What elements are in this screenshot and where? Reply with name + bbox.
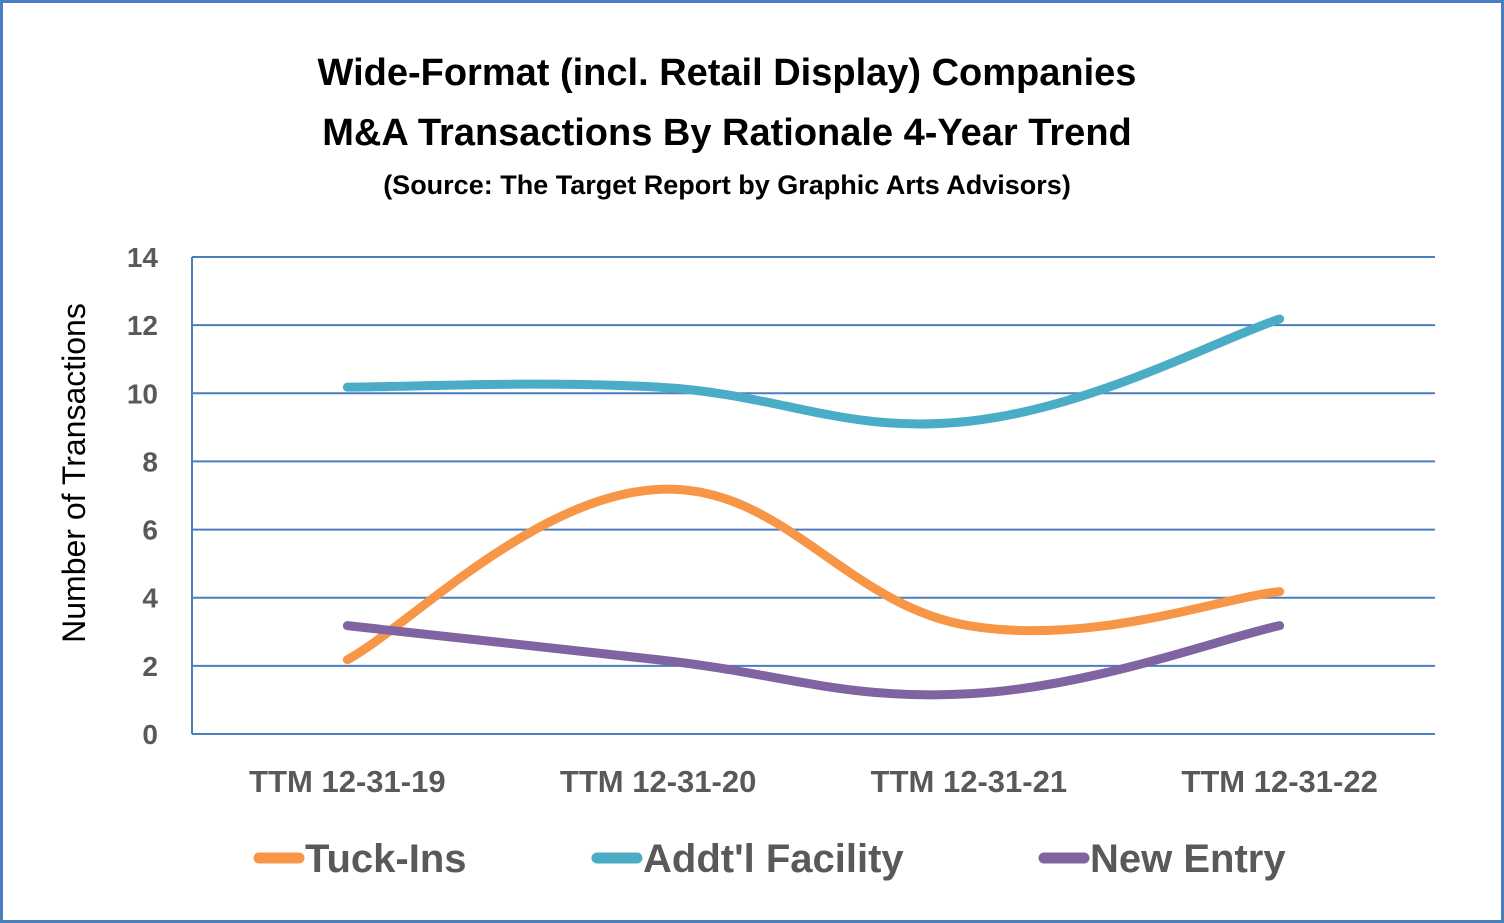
series-line-1 [342,314,1285,429]
legend-label: Tuck-Ins [305,837,467,881]
chart-subtitle: (Source: The Target Report by Graphic Ar… [383,170,1071,200]
y-tick-label: 12 [127,310,158,341]
legend-label: New Entry [1090,837,1286,881]
y-axis-label: Number of Transactions [56,303,92,643]
y-tick-label: 2 [142,651,158,682]
y-tick-label: 14 [127,242,159,273]
x-tick-label: TTM 12-31-20 [560,764,756,799]
y-tick-label: 8 [142,446,158,477]
chart-title: Wide-Format (incl. Retail Display) Compa… [317,52,1137,94]
x-tick-label: TTM 12-31-22 [1181,764,1377,799]
y-tick-label: 0 [142,719,158,750]
y-axis-ticks: 0 2 4 6 8 10 12 14 [127,242,159,750]
y-tick-label: 6 [142,515,158,546]
y-tick-label: 4 [142,583,158,614]
chart-title-line-2: M&A Transactions By Rationale 4-Year Tre… [322,112,1132,154]
x-tick-label: TTM 12-31-21 [871,764,1067,799]
legend-label: Addt'l Facility [643,837,904,881]
x-axis-ticks: TTM 12-31-19 TTM 12-31-20 TTM 12-31-21 TTM … [249,764,1378,799]
series-lines [342,314,1285,700]
x-tick-label: TTM 12-31-19 [249,764,445,799]
legend: Tuck-Ins Addt'l Facility New Entry [253,837,1286,881]
series-line-0 [342,484,1285,665]
gridlines [191,256,1435,735]
y-tick-label: 10 [127,378,158,409]
series-line-2 [342,621,1285,700]
